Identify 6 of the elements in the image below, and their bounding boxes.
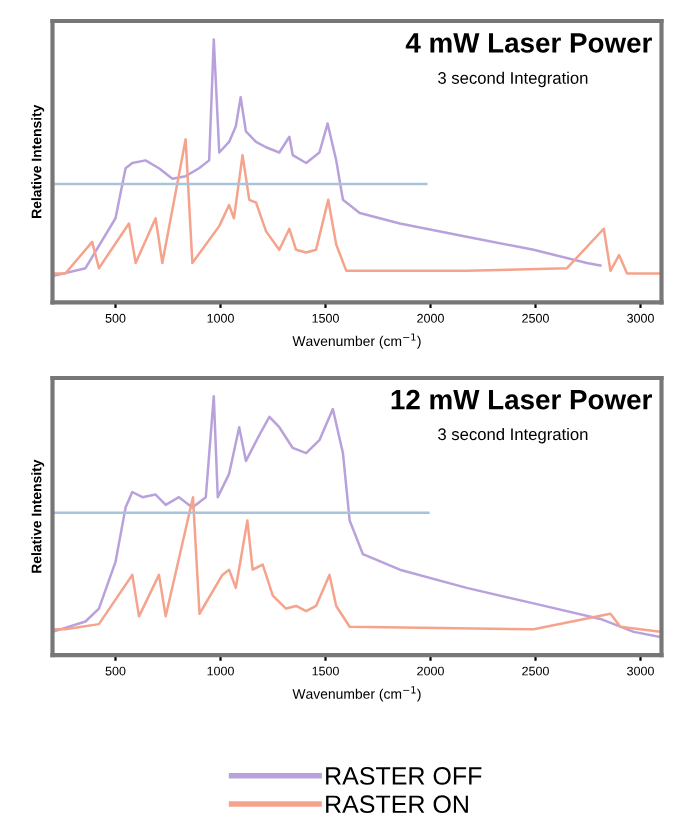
text: 3 second Integration xyxy=(438,71,588,88)
text: 3 second Integration xyxy=(438,427,588,444)
chart-title: 12 mW Laser Power xyxy=(391,389,652,410)
chart-title: 4 mW Laser Power xyxy=(405,33,652,53)
legend-label: RASTER OFF xyxy=(326,767,482,785)
legend-label: RASTER ON xyxy=(326,795,468,814)
